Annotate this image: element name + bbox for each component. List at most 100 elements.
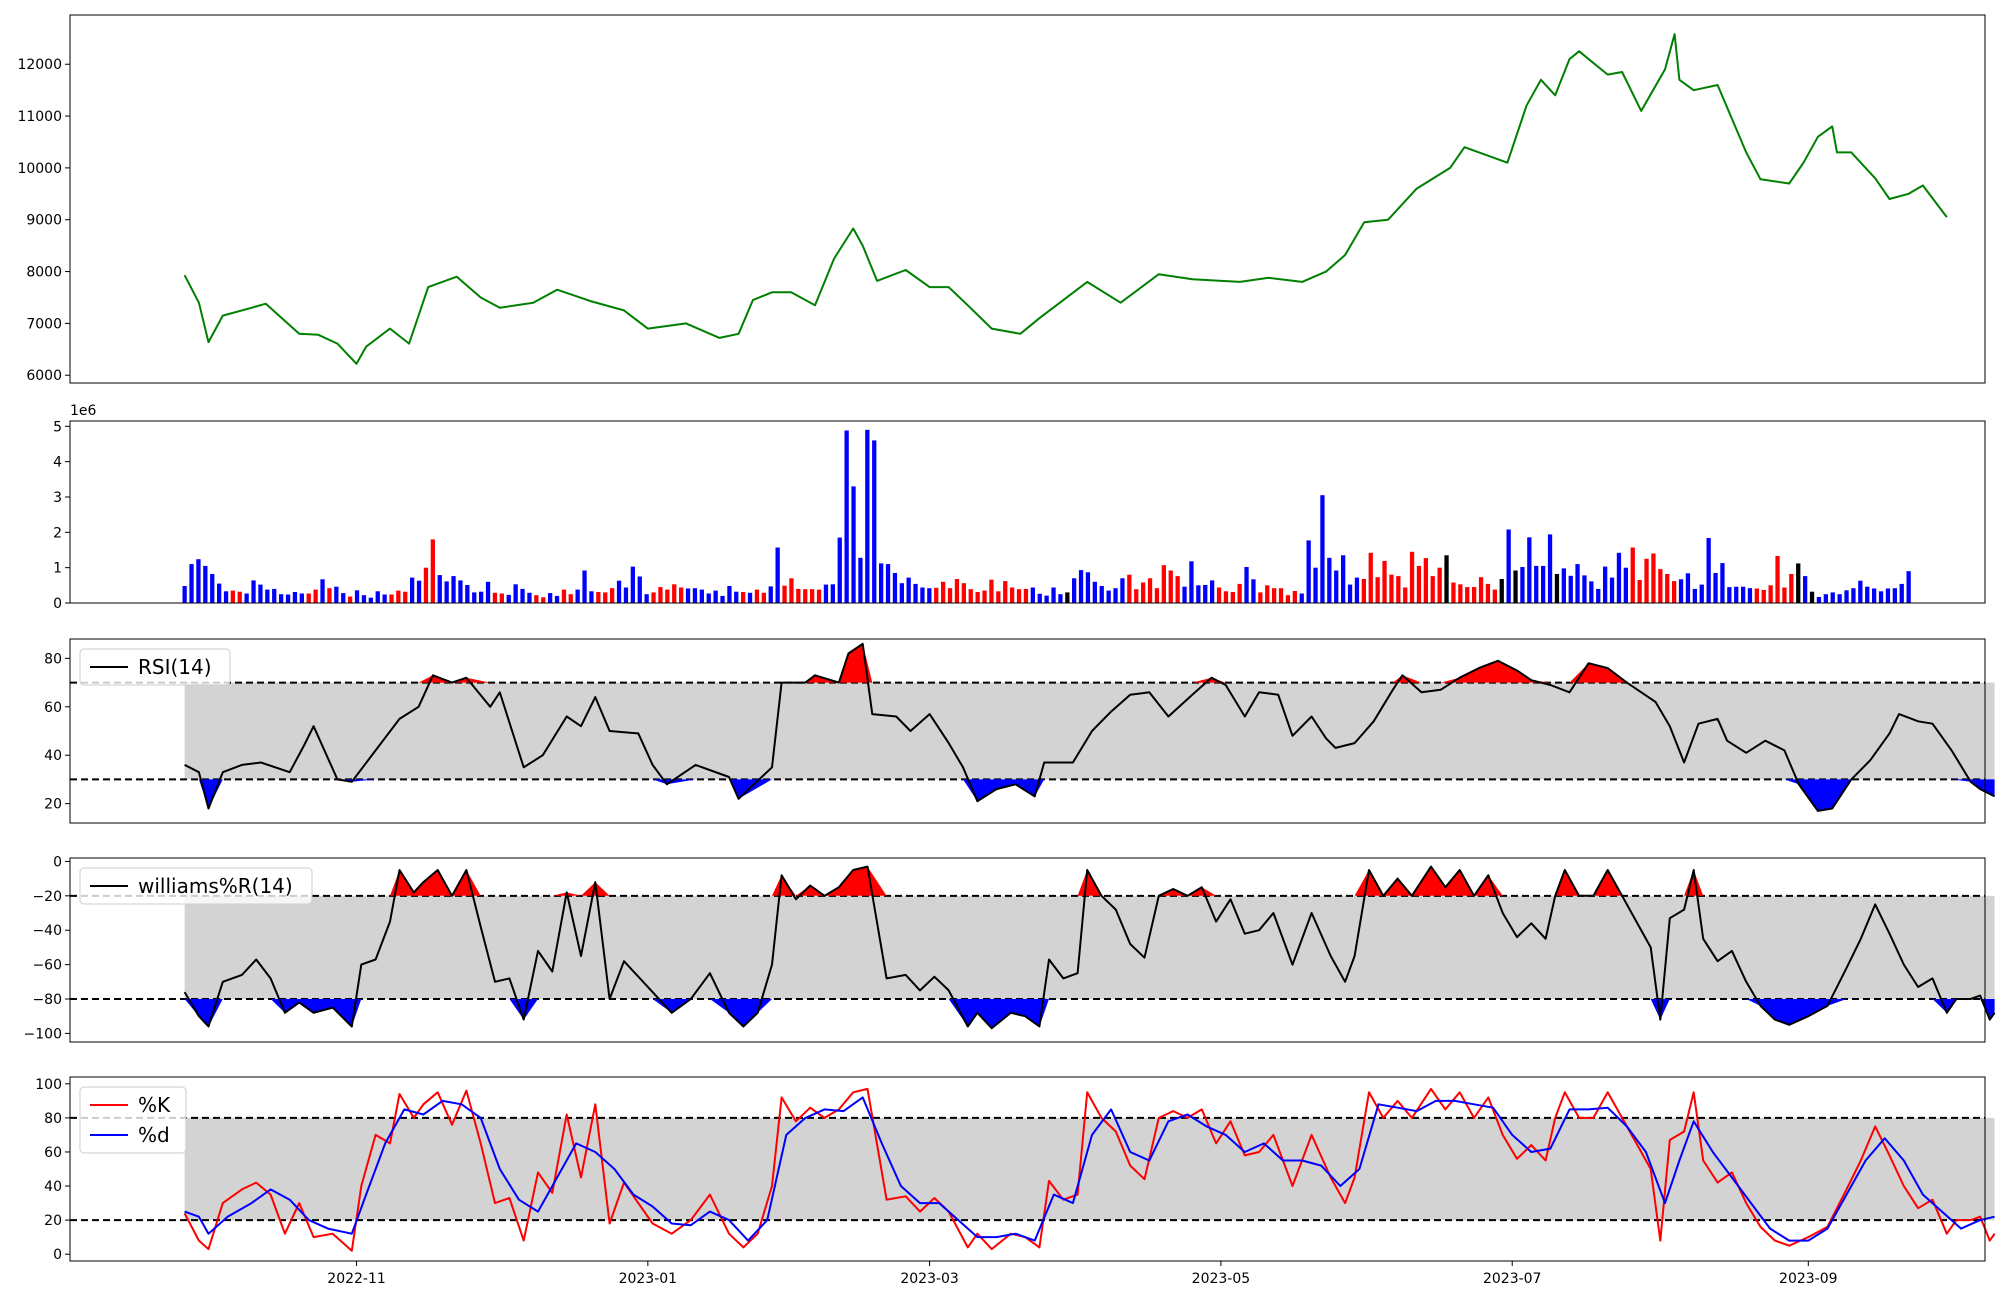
volume-bar [541,597,546,603]
volume-bar [375,591,380,603]
volume-bar [672,584,677,603]
volume-bar [589,591,594,603]
volume-bar [934,587,939,603]
volume-bar [1796,563,1801,603]
volume-bar [313,589,318,603]
volume-bar [1692,588,1697,603]
williams-oversold-fill [184,999,1995,1029]
volume-bar [465,585,470,603]
williams-ytick-label: −40 [32,923,62,939]
volume-bar [1630,547,1635,603]
volume-bar [851,486,856,603]
stoch-band [184,1117,1995,1221]
williams-panel-frame [69,857,1986,1043]
volume-bar [1637,580,1642,603]
volume-bar [1478,577,1484,603]
volume-bar [1699,584,1704,603]
volume-bar [1816,597,1822,603]
volume-bar [1368,552,1373,603]
rsi-ytick-label: 40 [44,748,62,764]
volume-bar [1196,585,1201,603]
volume-bar [796,588,801,603]
volume-bar [1023,588,1029,603]
volume-bar [754,589,760,603]
volume-bar [189,564,194,603]
volume-bar [1168,570,1173,603]
volume-bar [1865,586,1870,603]
x-date-tick-label: 2023-09 [1779,1271,1838,1287]
volume-bar [1306,540,1311,603]
volume-bar [285,594,291,603]
volume-bar [1465,587,1470,603]
stoch-ytick-label: 40 [44,1179,62,1195]
volume-bar [830,584,835,603]
volume-bar [679,587,684,603]
volume-bar [520,588,525,603]
volume-bar [306,593,311,603]
volume-bar [1472,587,1477,603]
volume-bar [354,590,360,603]
volume-bar [637,576,642,603]
rsi-line [184,642,1996,812]
williams-ytick-label: −100 [24,1026,62,1042]
volume-bar [251,580,256,603]
volume-bar [1485,583,1491,603]
williams-legend: williams%R(14) [79,867,313,905]
volume-bar [272,588,277,603]
stoch-series-d-line [184,1096,1995,1242]
volume-bar [899,583,904,603]
volume-bar [982,590,987,603]
volume-bar [1223,591,1229,603]
volume-bar [837,537,842,603]
rsi-panel-frame [69,638,1986,824]
volume-bar [1513,570,1518,603]
volume-bar [699,589,704,603]
volume-bar [182,586,187,603]
volume-bar [410,577,415,603]
williams-band [184,895,1995,1000]
volume-bar [892,573,898,603]
volume-bar [1265,585,1270,603]
volume-bar [1837,594,1842,603]
volume-bar [416,580,422,603]
volume-bar [865,429,870,603]
volume-bar [1106,590,1111,603]
volume-bar [279,594,284,603]
volume-bar [389,594,394,603]
volume-bar [1210,580,1215,603]
volume-bar [816,589,822,603]
volume-bar [644,594,649,603]
williams-overbought-fill [184,866,1995,896]
x-date-tick-label: 2023-07 [1483,1271,1542,1287]
volume-bar [341,593,346,603]
volume-bar [782,585,787,603]
volume-bar [630,566,635,603]
volume-bar [458,580,463,603]
volume-ytick-label: 3 [53,490,62,506]
price-ytick-label: 9000 [26,213,62,229]
volume-bar [1313,567,1318,603]
volume-bar [1051,587,1056,603]
volume-bar [658,587,663,603]
volume-bar [1389,574,1394,603]
rsi-legend-box [79,648,231,686]
volume-bar [1030,587,1035,603]
volume-bar [1216,587,1222,603]
volume-bar [548,593,553,603]
volume-bar [1734,586,1739,603]
volume-bar [479,591,484,603]
williams-legend-box [79,867,313,905]
volume-bar [1830,592,1835,603]
stoch-ytick-label: 20 [44,1213,62,1229]
volume-bar [1134,589,1139,603]
volume-bar [1603,566,1608,603]
volume-bar [913,583,918,603]
volume-ytick-label: 1 [53,561,62,577]
stoch-legend: %K %d [79,1086,187,1154]
volume-bar [1858,580,1863,603]
williams-line [183,865,1996,1030]
volume-bar [237,591,242,603]
volume-bar [1499,579,1504,603]
volume-bar [685,588,691,603]
volume-bar [603,592,608,603]
